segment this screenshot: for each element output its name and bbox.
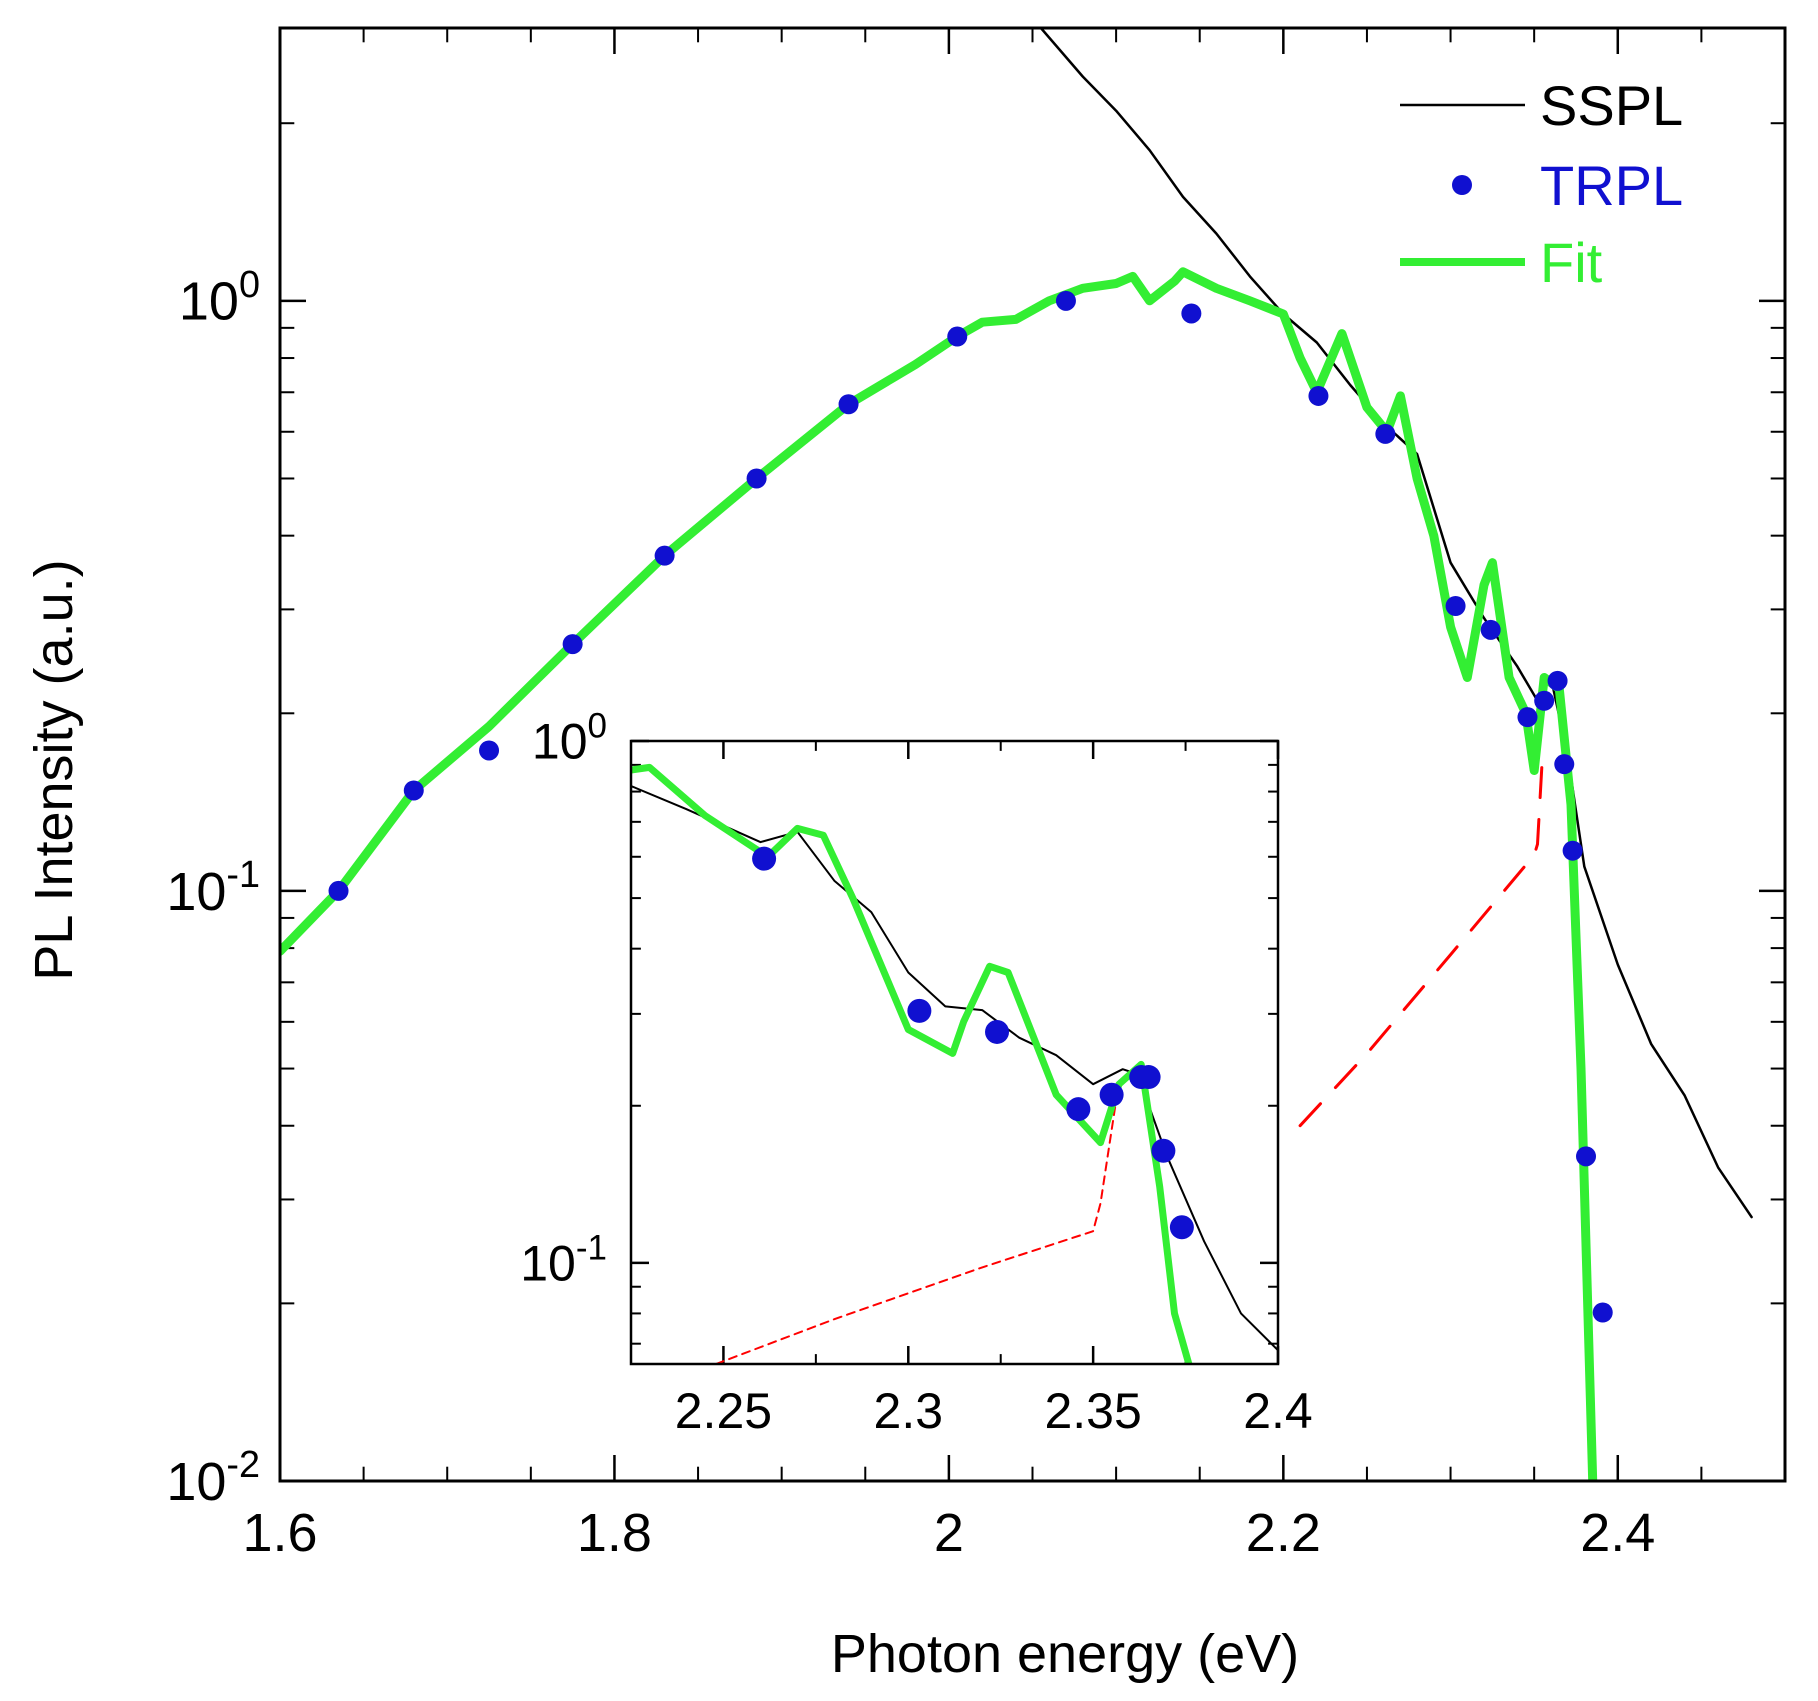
trpl-point	[328, 880, 349, 901]
legend-label: TRPL	[1540, 154, 1683, 217]
y-tick-label: 10-2	[166, 1444, 260, 1512]
y-tick-label: 100	[179, 264, 260, 332]
x-axis-label: Photon energy (eV)	[831, 1624, 1299, 1684]
y-tick-label: 100	[532, 707, 607, 770]
trpl-point	[1547, 670, 1568, 691]
fit-line	[280, 267, 1598, 1481]
trpl-point	[1445, 595, 1466, 616]
x-tick-label: 1.8	[577, 1503, 652, 1563]
x-tick-label: 2	[934, 1503, 964, 1563]
plot-frame	[629, 739, 1280, 1366]
trpl-point	[1576, 1146, 1597, 1167]
trpl-point	[1480, 619, 1501, 640]
fit-component-dashed-line	[715, 1104, 1117, 1364]
trpl-point	[985, 1019, 1010, 1044]
plot-frame	[278, 26, 1787, 1483]
trpl-point	[752, 846, 777, 871]
trpl-point	[1066, 1097, 1091, 1122]
trpl-point	[479, 740, 500, 761]
trpl-point	[907, 998, 932, 1023]
x-tick-label: 2.3	[874, 1383, 944, 1439]
y-tick-label: 10-1	[166, 854, 260, 922]
x-tick-label: 2.25	[675, 1383, 772, 1439]
trpl-point	[1055, 290, 1076, 311]
trpl-point	[403, 780, 424, 801]
y-axis-label: PL Intensity (a.u.)	[24, 559, 84, 980]
trpl-point	[947, 326, 968, 347]
x-tick-label: 2.35	[1044, 1383, 1141, 1439]
trpl-point	[1375, 423, 1396, 444]
series-group	[280, 28, 1753, 1481]
x-tick-label: 2.4	[1243, 1383, 1313, 1439]
fit-component-dashed-line	[1298, 753, 1544, 1128]
x-tick-label: 1.6	[242, 1503, 317, 1563]
legend: SSPL TRPL Fit	[1400, 74, 1683, 294]
trpl-point	[1169, 1215, 1194, 1240]
trpl-point	[1517, 707, 1538, 728]
trpl-point	[1554, 754, 1575, 775]
trpl-point	[1592, 1302, 1613, 1323]
x-tick-label: 2.4	[1580, 1503, 1655, 1563]
trpl-point	[838, 394, 859, 415]
trpl-point	[1181, 303, 1202, 324]
trpl-point	[1136, 1065, 1161, 1090]
main-plot: 1.6 1.8 2 2.2 2.4 10-2 10-1 100	[166, 26, 1787, 1563]
trpl-point	[1308, 385, 1329, 406]
trpl-point	[746, 468, 767, 489]
y-tick-label: 10-1	[520, 1228, 607, 1291]
x-tick-label: 2.2	[1246, 1503, 1321, 1563]
inset-plot: 2.25 2.3 2.35 2.4 100 10-1	[520, 707, 1313, 1440]
trpl-point	[654, 545, 675, 566]
sspl-line	[1039, 28, 1753, 1219]
trpl-point	[1099, 1082, 1124, 1107]
trpl-point	[1151, 1138, 1176, 1163]
trpl-point	[1534, 690, 1555, 711]
legend-label: Fit	[1540, 231, 1603, 294]
legend-label: SSPL	[1540, 74, 1683, 137]
legend-trpl-swatch	[1452, 175, 1472, 195]
series-group	[631, 763, 1278, 1364]
trpl-point	[562, 634, 583, 655]
trpl-point	[1562, 840, 1583, 861]
